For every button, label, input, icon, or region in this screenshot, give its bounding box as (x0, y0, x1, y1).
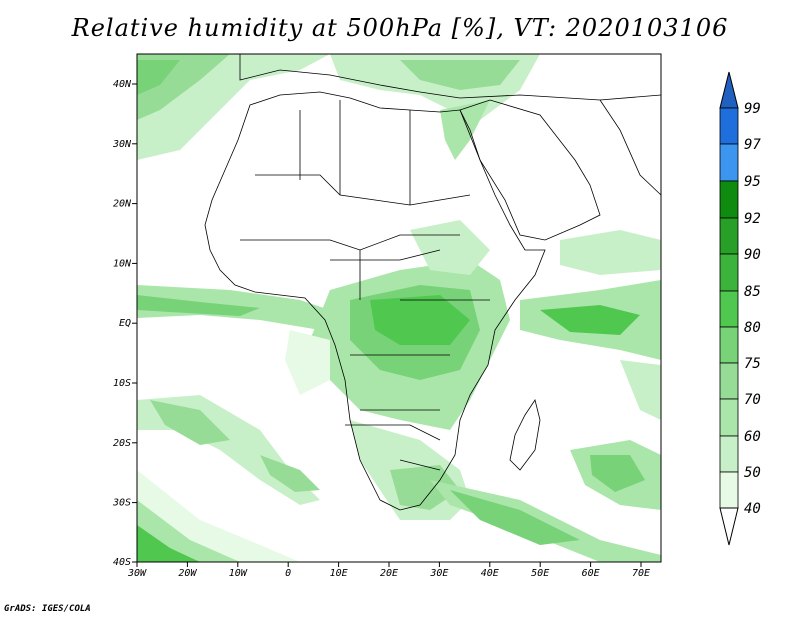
colorbar-bottom-arrow (719, 507, 739, 546)
coastlines (204, 54, 661, 511)
lon-tick-label: 60E (582, 568, 600, 579)
colorbar-swatch (719, 471, 739, 509)
lat-tick-label: 40S (113, 557, 131, 568)
lon-tick-label: 30W (127, 568, 147, 579)
colorbar-level-label: 70 (744, 392, 761, 408)
lat-tick-label: EQ (119, 318, 131, 329)
lat-tick-label: 30N (112, 139, 132, 150)
map-title: Relative humidity at 500hPa [%], VT: 202… (71, 14, 729, 42)
lon-tick-label: 0 (285, 568, 291, 579)
map-frame (136, 53, 662, 563)
colorbar: 99 97 95 92 90 85 80 75 70 60 50 40 (719, 71, 761, 546)
colorbar-level-label: 90 (744, 247, 761, 263)
humidity-field (137, 54, 661, 562)
colorbar-level-label: 97 (744, 137, 761, 153)
grads-credit: GrADS: IGES/COLA (4, 604, 91, 614)
colorbar-swatch (719, 398, 739, 437)
colorbar-swatch (719, 362, 739, 400)
colorbar-level-label: 40 (744, 501, 761, 517)
longitude-axis: 30W 20W 10W 0 10E 20E 30E 40E 50E 60E 70E (127, 562, 650, 579)
colorbar-level-label: 95 (744, 174, 761, 190)
colorbar-swatch (719, 180, 739, 219)
colorbar-level-label: 99 (744, 101, 761, 117)
colorbar-level-label: 75 (744, 356, 761, 372)
colorbar-level-label: 85 (744, 284, 761, 300)
lat-tick-label: 30S (112, 498, 131, 509)
lat-tick-label: 40N (113, 79, 132, 90)
colorbar-level-label: 80 (744, 320, 761, 336)
latitude-axis: 40N 30N 20N 10N EQ 10S 20S 30S 40S (112, 79, 137, 568)
lat-tick-label: 10S (113, 378, 131, 389)
colorbar-swatch (719, 290, 739, 328)
lon-tick-label: 70E (632, 568, 650, 579)
lat-tick-label: 20N (113, 199, 132, 210)
colorbar-swatch (719, 435, 739, 473)
colorbar-swatch (719, 107, 739, 145)
colorbar-swatch (719, 217, 739, 255)
lat-tick-label: 10N (113, 258, 132, 269)
colorbar-swatch (719, 143, 739, 182)
lon-tick-label: 10W (229, 568, 248, 579)
lon-tick-label: 40E (481, 568, 499, 579)
lon-tick-label: 20W (178, 568, 197, 579)
lon-tick-label: 30E (429, 568, 448, 579)
lon-tick-label: 10E (330, 568, 348, 579)
colorbar-swatch (719, 253, 739, 292)
colorbar-top-arrow (719, 71, 739, 109)
lon-tick-label: 20E (380, 568, 398, 579)
colorbar-level-label: 50 (744, 465, 761, 481)
colorbar-level-label: 92 (744, 211, 761, 227)
colorbar-level-label: 60 (744, 429, 761, 445)
lon-tick-label: 50E (531, 568, 549, 579)
lat-tick-label: 20S (113, 438, 131, 449)
colorbar-swatch (719, 326, 739, 364)
